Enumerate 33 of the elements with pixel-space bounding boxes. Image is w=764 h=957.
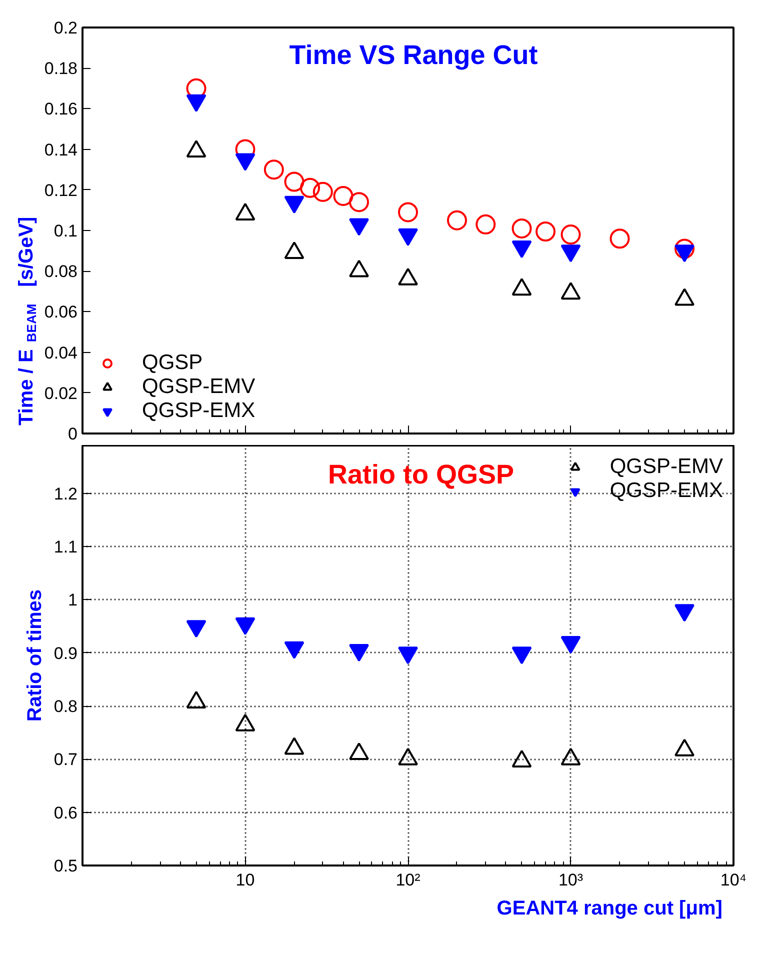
y-tick-label: 0.02: [44, 384, 78, 403]
y-tick-label: 0.08: [44, 262, 78, 282]
legend-label: QGSP-EMV: [142, 375, 256, 399]
x-axis-title: GEANT4 range cut [μm]: [496, 898, 722, 920]
y-tick-label: 0.18: [44, 59, 78, 78]
y-tick-label: 0.04: [44, 343, 78, 362]
y-tick-label: 0.8: [54, 697, 78, 716]
y-tick-label: 0.1: [54, 222, 78, 240]
text: Time / EBEAM [s/GeV]: [16, 216, 39, 426]
x-tick-label: 10: [236, 870, 255, 890]
legend-label: QGSP: [142, 351, 203, 375]
x-tick-label: 10²: [396, 870, 421, 890]
y-tick-label: 0.5: [54, 856, 78, 876]
y-tick-label: 0: [68, 424, 78, 444]
legend-label: QGSP-EMX: [610, 479, 723, 503]
y-tick-label: 0.7: [54, 750, 78, 770]
y-tick-label: 0.2: [54, 18, 78, 38]
y-axis-title: Ratio of times: [24, 589, 46, 722]
x-tick-label: 10³: [558, 870, 584, 890]
y-tick-label: 1.1: [54, 538, 78, 557]
y-tick-label: 0.6: [54, 803, 78, 822]
y-tick-label: 1.2: [54, 484, 78, 504]
y-tick-label: 0.12: [44, 180, 78, 200]
y-tick-label: 0.06: [44, 302, 78, 322]
y-tick-label: 1: [68, 590, 78, 610]
text: Time VS Range Cut: [289, 40, 538, 70]
y-tick-label: 0.16: [44, 100, 78, 119]
text: Ratio to QGSP: [328, 460, 514, 490]
y-tick-label: 0.14: [44, 140, 78, 160]
x-tick-label: 10⁴: [720, 870, 747, 890]
legend-label: QGSP-EMX: [142, 399, 256, 423]
legend-label: QGSP-EMV: [610, 455, 723, 479]
y-tick-label: 0.9: [54, 644, 78, 663]
